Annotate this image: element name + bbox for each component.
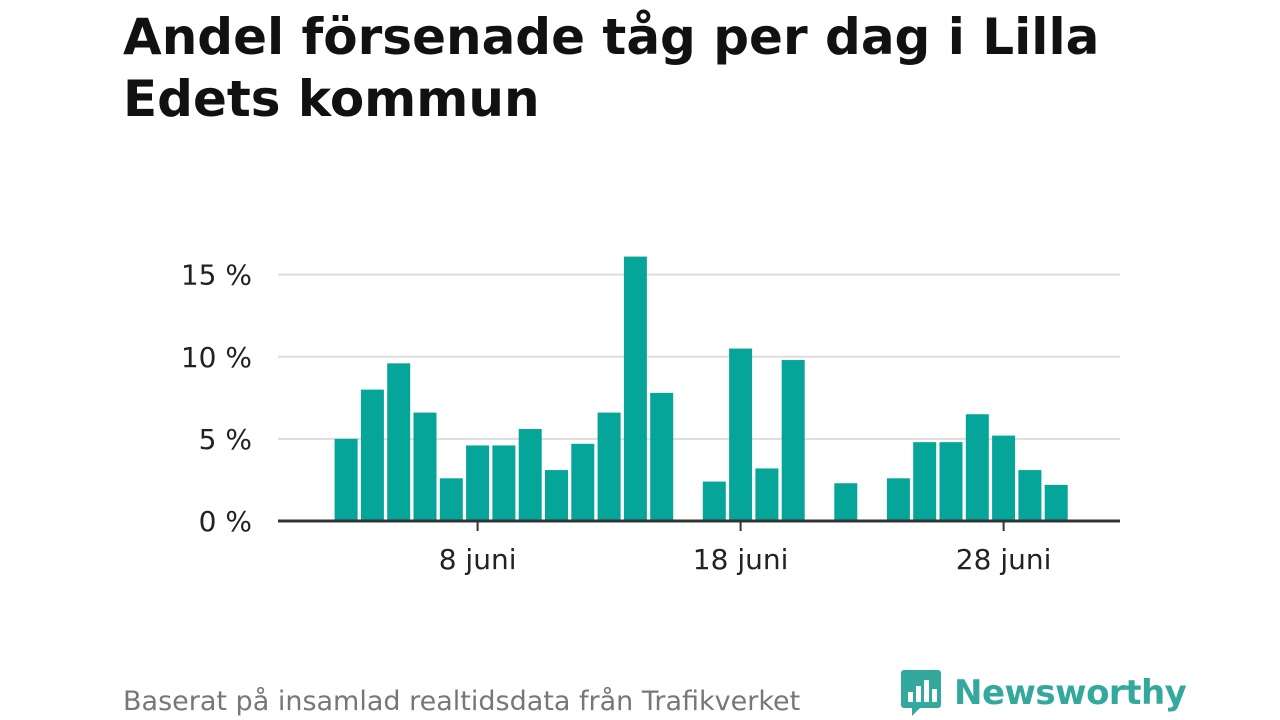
bar bbox=[650, 392, 674, 521]
bar bbox=[1018, 470, 1042, 521]
bar bbox=[439, 478, 463, 521]
chart-title: Andel försenade tåg per dag i Lilla Edet… bbox=[123, 8, 1100, 128]
bar bbox=[518, 429, 542, 521]
bar bbox=[702, 481, 726, 521]
bars bbox=[334, 256, 1068, 521]
bar bbox=[466, 445, 490, 521]
x-tick-label: 18 juni bbox=[693, 543, 789, 576]
bar bbox=[597, 412, 621, 521]
bar bbox=[992, 435, 1016, 521]
bar bbox=[571, 443, 595, 521]
bar bbox=[387, 363, 411, 521]
bar bbox=[1044, 484, 1068, 521]
brand-name: Newsworthy bbox=[954, 673, 1187, 713]
brand-logo: Newsworthy bbox=[900, 668, 1187, 718]
bar bbox=[965, 414, 989, 521]
bar bbox=[623, 256, 647, 521]
bar bbox=[913, 442, 937, 521]
bar bbox=[939, 442, 963, 521]
axes bbox=[278, 519, 1120, 531]
bar bbox=[781, 360, 805, 521]
y-tick-label: 5 % bbox=[199, 423, 252, 456]
bar bbox=[545, 470, 568, 521]
bar bbox=[360, 389, 384, 521]
bar bbox=[886, 478, 910, 521]
bar bbox=[334, 438, 358, 521]
bar bbox=[755, 468, 779, 521]
x-tick-label: 8 juni bbox=[439, 543, 517, 576]
y-tick-label: 15 % bbox=[181, 259, 252, 292]
bar bbox=[492, 445, 516, 521]
bar bbox=[834, 483, 858, 521]
source-note: Baserat på insamlad realtidsdata från Tr… bbox=[123, 686, 801, 717]
bar bbox=[413, 412, 437, 521]
x-tick-label: 28 juni bbox=[956, 543, 1052, 576]
tick-labels: 0 % 5 % 10 % 15 % 8 juni 18 juni 28 juni bbox=[181, 259, 1052, 576]
bar bbox=[729, 348, 753, 521]
y-tick-label: 0 % bbox=[199, 505, 252, 538]
bar-chart-icon bbox=[901, 670, 941, 716]
y-tick-label: 10 % bbox=[181, 341, 252, 374]
